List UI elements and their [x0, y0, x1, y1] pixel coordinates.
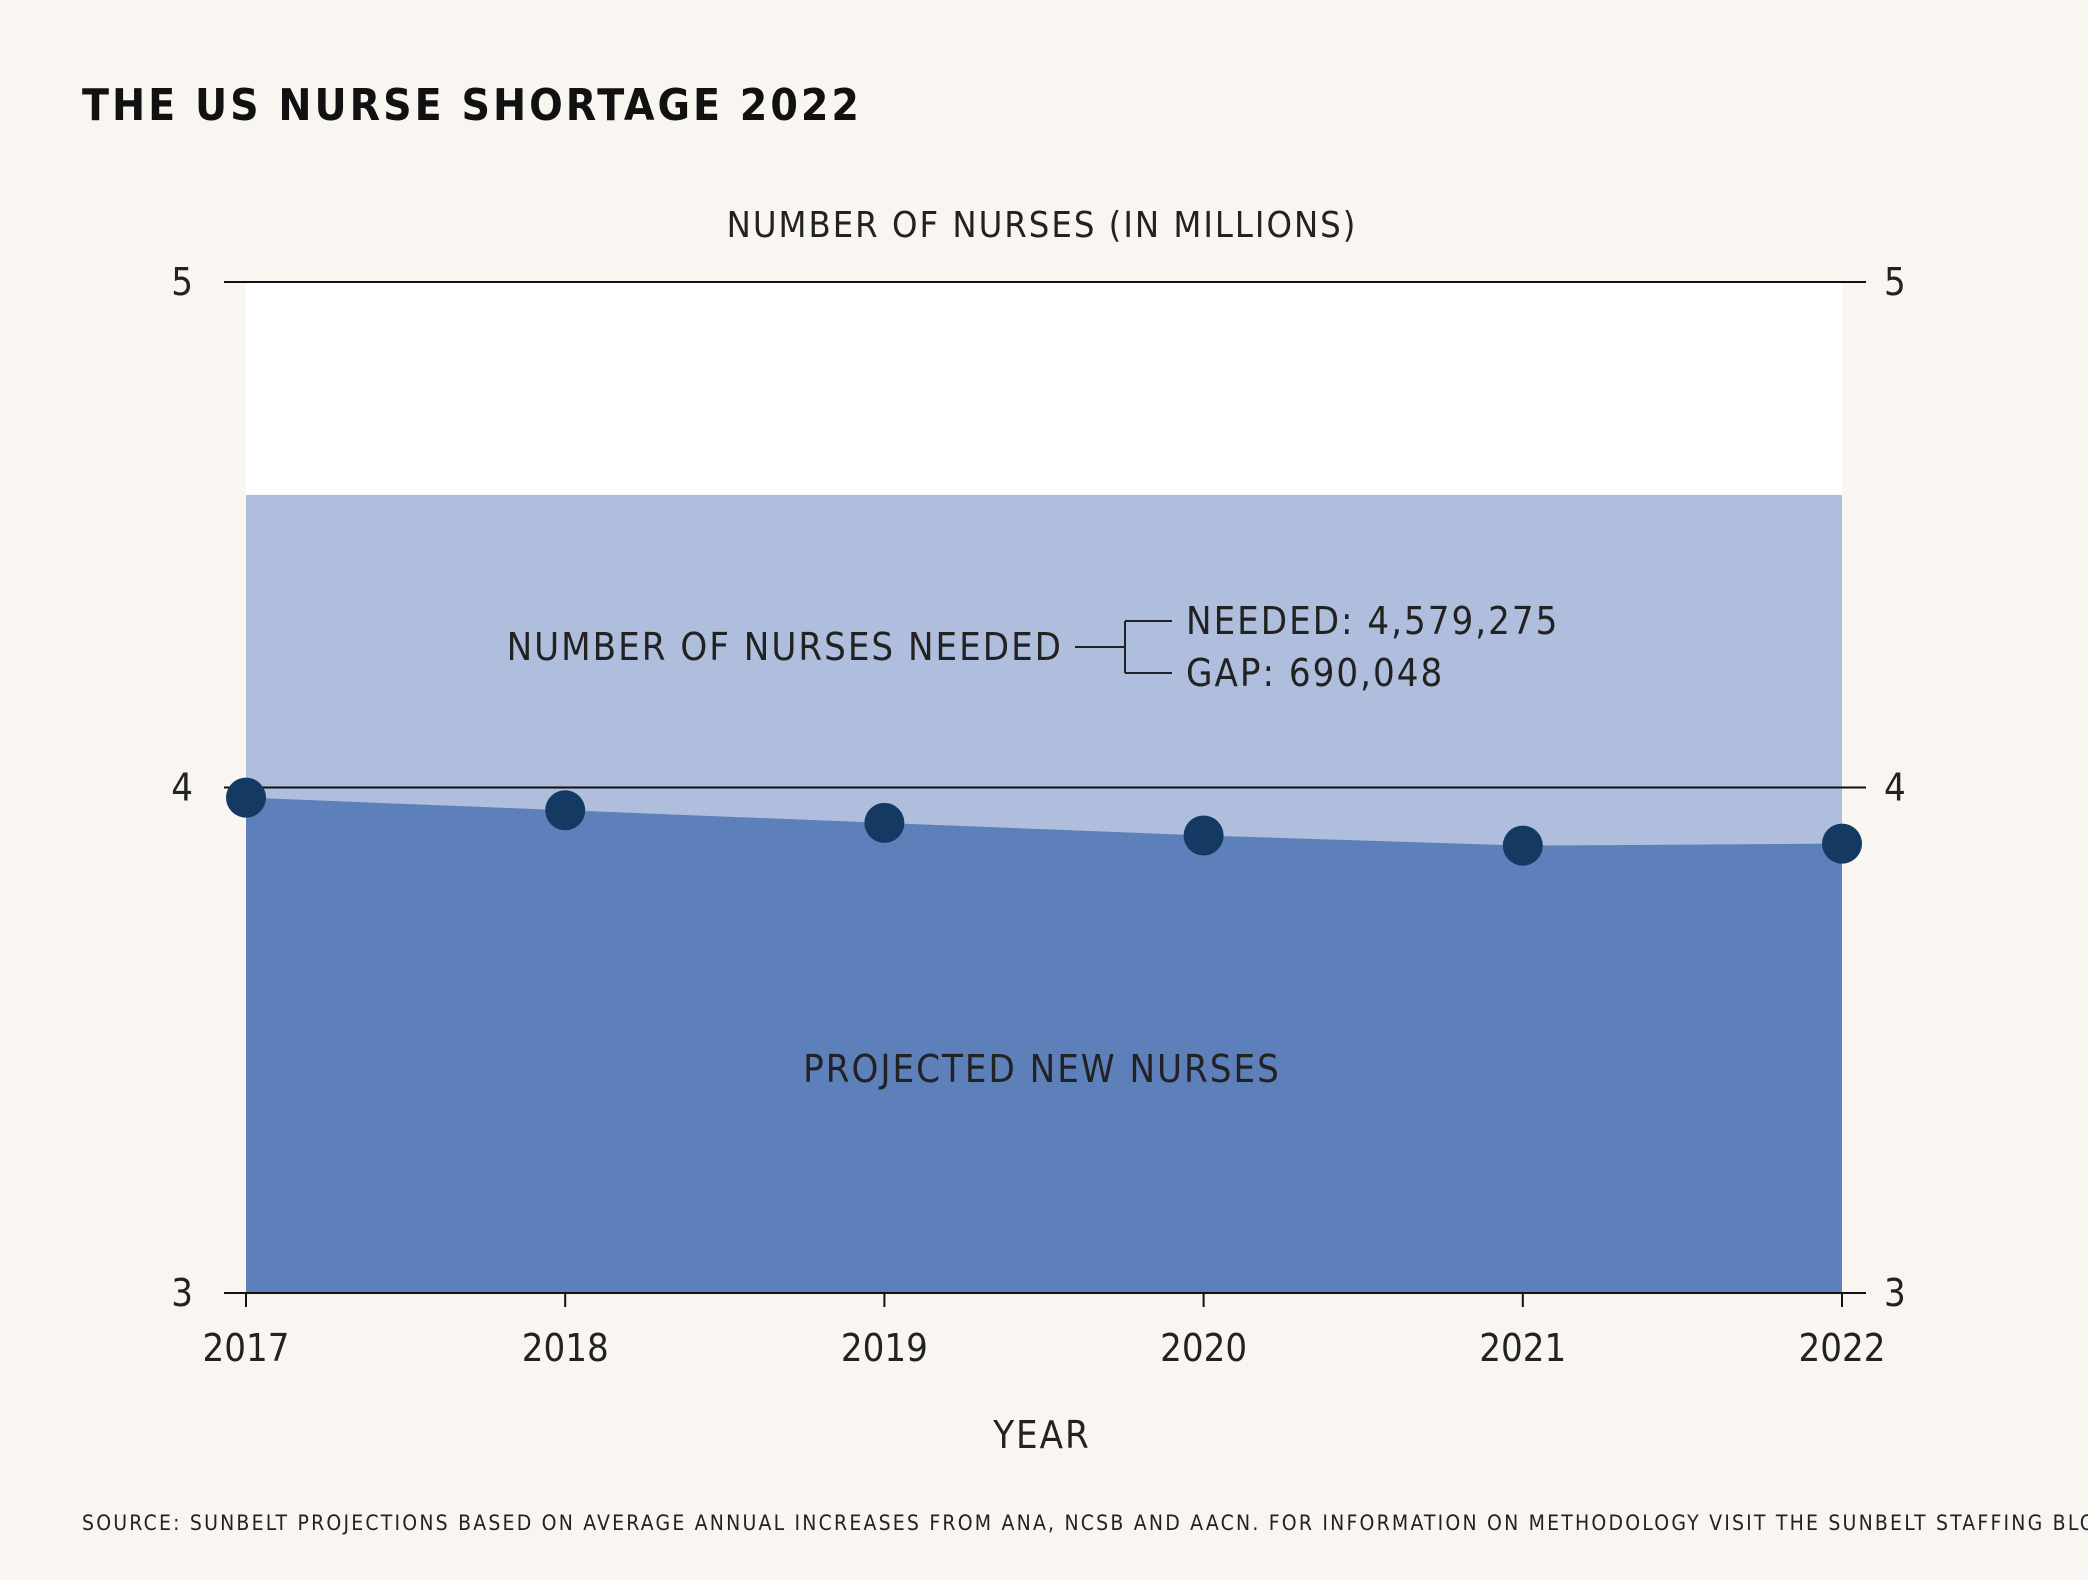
x-tick-label: 2019 [841, 1326, 928, 1370]
annotation-gap: GAP: 690,048 [1186, 651, 1444, 695]
data-point-marker [1502, 825, 1543, 866]
series-label-needed: NUMBER OF NURSES NEEDED [507, 625, 1063, 669]
area-layer [246, 494, 1842, 1293]
axis-layer: 3 3 4 4 5 5 2017 2018 2019 2020 2021 2022 [171, 260, 1906, 1370]
data-point-marker [545, 790, 586, 831]
data-point-marker [226, 777, 266, 818]
y-tick-label-right: 5 [1884, 260, 1906, 304]
x-tick-label: 2017 [203, 1326, 290, 1370]
annotation-bracket [1075, 620, 1172, 674]
y-tick-label-left: 4 [171, 766, 193, 810]
x-tick-label: 2022 [1799, 1326, 1886, 1370]
area-projected-new-nurses [246, 797, 1842, 1293]
source-note: SOURCE: SUNBELT PROJECTIONS BASED ON AVE… [82, 1511, 2088, 1535]
data-point-marker [864, 802, 905, 843]
series-label-projected: PROJECTED NEW NURSES [803, 1047, 1281, 1091]
marker-layer [226, 777, 1862, 866]
chart-title: THE US NURSE SHORTAGE 2022 [82, 80, 862, 131]
y-tick-label-right: 3 [1884, 1271, 1906, 1315]
y-tick-label-left: 3 [171, 1271, 193, 1315]
x-tick-label: 2021 [1479, 1326, 1566, 1370]
grid-layer [224, 281, 1866, 1294]
annotation-needed: NEEDED: 4,579,275 [1186, 599, 1559, 643]
y-tick-label-left: 5 [171, 260, 193, 304]
data-point-marker [1183, 815, 1224, 856]
x-tick-label: 2020 [1160, 1326, 1247, 1370]
x-axis-label: YEAR [992, 1413, 1091, 1457]
chart-subtitle: NUMBER OF NURSES (IN MILLIONS) [727, 205, 1358, 246]
x-tick-label: 2018 [522, 1326, 609, 1370]
data-point-marker [1822, 823, 1862, 864]
y-tick-label-right: 4 [1884, 766, 1906, 810]
